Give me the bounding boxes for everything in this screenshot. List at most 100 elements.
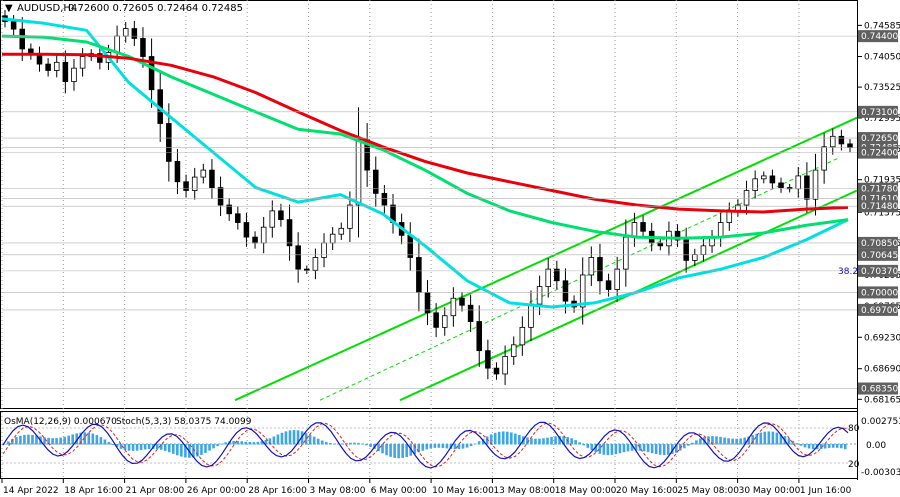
osma-bar	[546, 437, 549, 445]
osma-bar	[807, 444, 811, 449]
candle-body	[821, 146, 827, 171]
x-tick-label: 1 Jun 16:00	[800, 486, 852, 496]
stoch-main-line	[2, 421, 849, 469]
candle-body	[312, 257, 319, 271]
candle-body	[235, 213, 241, 223]
candle-body	[536, 286, 543, 305]
osma-bar	[731, 438, 734, 445]
candle-body	[769, 175, 776, 184]
osma-bar	[336, 443, 340, 445]
osma-bar	[534, 438, 537, 445]
osma-bar	[590, 444, 594, 451]
osma-bar	[477, 441, 481, 445]
candle-body	[97, 53, 103, 63]
osma-bar	[357, 442, 360, 445]
osma-bar	[598, 444, 602, 454]
osma-bar	[695, 440, 698, 445]
osma-bar	[819, 444, 823, 449]
osma-bar	[99, 437, 103, 445]
osma-bar	[167, 444, 171, 453]
osma-bar	[469, 444, 473, 447]
osma-bar	[260, 441, 264, 445]
price-tag-label: 0.70645	[861, 251, 898, 261]
osma-bar	[75, 433, 79, 445]
osma-bar	[473, 443, 477, 445]
osc-axis-top: 0.002753	[861, 417, 900, 427]
candle-body	[226, 204, 232, 215]
osma-bar	[775, 432, 779, 445]
osma-bar	[91, 433, 95, 445]
osma-bar	[666, 444, 670, 455]
osma-bar	[63, 436, 66, 445]
osma-bar	[457, 444, 461, 450]
osma-bar	[650, 444, 654, 454]
osma-bar	[55, 438, 58, 445]
osma-bar	[562, 436, 565, 445]
candle-body	[631, 222, 638, 238]
price-tag	[858, 248, 898, 261]
osma-bar	[147, 444, 151, 450]
candle-body	[485, 350, 491, 369]
osma-bar	[715, 436, 718, 445]
osma-bar	[19, 435, 22, 445]
osma-bar	[236, 441, 239, 445]
osma-bar	[602, 444, 606, 455]
osma-bar	[292, 430, 296, 445]
osma-bar	[220, 443, 223, 445]
osma-bar	[445, 444, 449, 449]
osma-bar	[385, 444, 388, 456]
candle-body	[838, 135, 845, 145]
osma-bar	[582, 444, 586, 446]
osma-bar	[433, 444, 437, 448]
osma-bar	[630, 444, 634, 451]
osma-bar	[127, 444, 131, 451]
ema-cyan-line	[1, 17, 849, 309]
candle-body	[829, 135, 836, 148]
osma-bar	[767, 431, 771, 445]
candle-body	[355, 139, 362, 206]
osma-bar	[296, 430, 300, 445]
price-tag-label: 0.71610	[861, 195, 898, 205]
candle-body	[209, 169, 215, 188]
osma-bar	[272, 436, 276, 445]
price-tag-label: 0.69700	[861, 306, 898, 316]
candle-body	[304, 268, 310, 271]
osma-bar	[823, 444, 827, 449]
osma-bar	[485, 436, 489, 445]
candle-body	[588, 257, 595, 276]
osma-bar	[377, 444, 380, 452]
osma-bar	[586, 444, 590, 448]
osma-bar	[747, 436, 751, 445]
price-tag	[858, 303, 898, 316]
osma-label: OsMA(12,26,9) 0.000670	[4, 417, 117, 427]
osma-bar	[115, 444, 119, 448]
osma-bar	[135, 444, 139, 451]
osma-bar	[461, 444, 465, 449]
osma-bar	[244, 441, 248, 445]
stoch-label: Stoch(5,3,3) 58.0375 74.0099	[116, 417, 252, 427]
candle-body	[778, 182, 784, 188]
osma-bar	[763, 431, 767, 445]
y-tick-label: 0.68165	[864, 395, 900, 405]
y-tick-label: 0.73525	[864, 83, 900, 93]
candle-body	[122, 28, 129, 37]
candle-body	[441, 315, 448, 328]
price-tag-label: 0.72650	[861, 134, 898, 144]
osma-bar	[252, 442, 256, 445]
osma-bar	[107, 441, 111, 445]
osma-bar	[59, 437, 62, 445]
candle-body	[140, 38, 146, 57]
candle-body	[338, 227, 345, 235]
osma-bar	[200, 444, 203, 455]
osma-bar	[67, 435, 70, 445]
osma-bar	[11, 439, 14, 445]
osma-bar	[614, 444, 618, 455]
collapse-icon[interactable]: ▼	[5, 3, 13, 14]
osma-bar	[674, 444, 678, 453]
candle-body	[166, 123, 172, 162]
candle-body	[269, 210, 276, 228]
osma-bar	[397, 444, 400, 459]
osma-bar	[240, 441, 244, 445]
candle-body	[19, 28, 26, 50]
